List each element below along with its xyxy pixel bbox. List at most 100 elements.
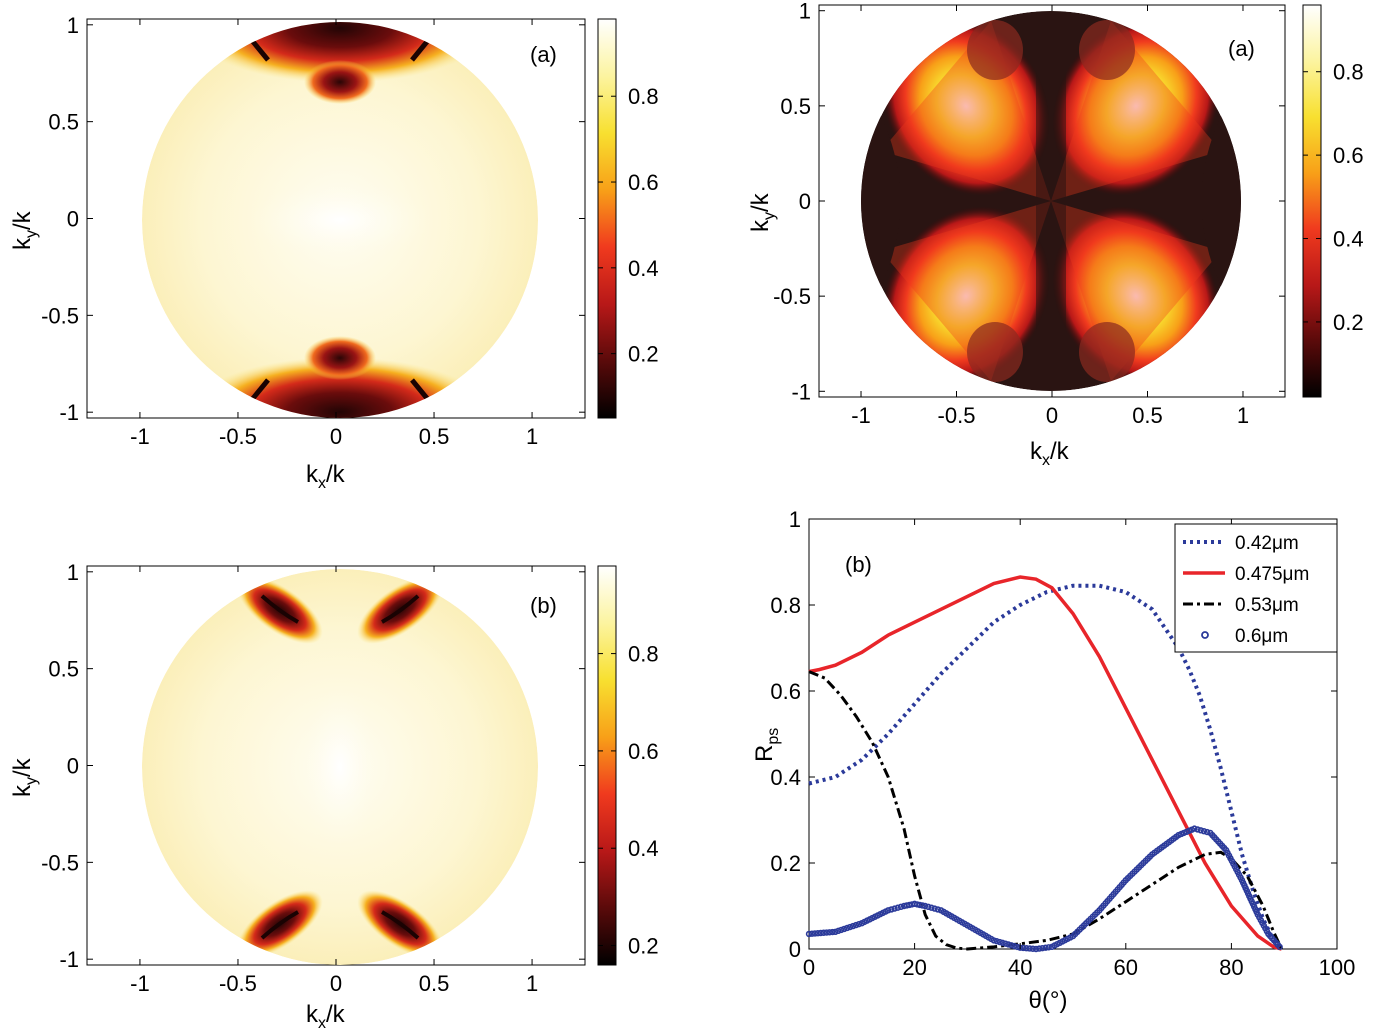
legend-label: 0.475μm <box>1235 564 1309 585</box>
panel-label: (b) <box>845 552 872 577</box>
colorbar-tick-label: 0.8 <box>1333 60 1364 85</box>
heatmap-top-left: -1 -0.5 0 0.5 1 -1 -0.5 0 0.5 1 (a) kx/k ky/k 0.… <box>9 13 659 492</box>
series-point-3 <box>1276 943 1283 951</box>
colorbar-tick-label: 0.2 <box>628 934 659 959</box>
series-point-3 <box>1029 945 1037 952</box>
colorbar-tick-label: 0.6 <box>1333 143 1364 168</box>
series-point-3 <box>1026 945 1033 952</box>
x-axis-label: kx/k <box>1030 438 1070 469</box>
x-ticks: -1 -0.5 0 0.5 1 <box>851 5 1249 428</box>
series-point-3 <box>843 924 851 932</box>
y-tick-label: -0.5 <box>41 850 79 875</box>
y-tick-label: 0.5 <box>780 94 811 119</box>
x-tick-label: 0.5 <box>1132 403 1163 428</box>
x-tick-label: 1 <box>526 971 538 996</box>
series-point-3 <box>823 929 830 936</box>
series-point-3 <box>1032 945 1040 953</box>
y-tick-label: 0 <box>67 754 79 779</box>
series-point-3 <box>884 907 892 914</box>
colorbar-tick-label: 0.2 <box>1333 310 1364 335</box>
lobe-wedge <box>881 21 1051 201</box>
panel-label: (a) <box>530 42 557 67</box>
y-tick-label: 0 <box>799 189 811 214</box>
y-tick-label: -1 <box>791 379 811 404</box>
series-point-3 <box>996 938 1003 946</box>
series-point-3 <box>888 906 895 913</box>
y-tick-label: 1 <box>67 560 79 585</box>
colorbar-tick-label: 0.8 <box>628 642 659 667</box>
x-tick-label: 1 <box>1237 403 1249 428</box>
x-tick-label: 0.5 <box>419 424 450 449</box>
lobe-wedge <box>1051 21 1221 201</box>
y-tick-label: 0.8 <box>770 593 801 618</box>
y-tick-label: 0.5 <box>48 657 79 682</box>
colorbar-tick-label: 0.6 <box>628 739 659 764</box>
colorbar-tick-label: 0.8 <box>628 84 659 109</box>
y-tick-label: 0.6 <box>770 679 801 704</box>
x-axis-label: kx/k <box>306 1001 346 1028</box>
x-tick-label: 80 <box>1219 955 1243 980</box>
x-tick-label: 0 <box>1046 403 1058 428</box>
x-tick-label: 60 <box>1114 955 1138 980</box>
series-point-3 <box>934 906 942 913</box>
series-line-1 <box>808 575 1283 951</box>
series-point-3 <box>925 903 932 911</box>
x-ticks: 0 20 40 60 80 100 <box>803 519 1355 980</box>
series-point-3 <box>852 921 860 929</box>
series-point-3 <box>1191 825 1198 832</box>
x-tick-label: -0.5 <box>219 424 257 449</box>
series-point-3 <box>820 929 827 936</box>
y-ticks: -1 -0.5 0 0.5 1 <box>41 13 585 425</box>
x-tick-label: 20 <box>902 955 926 980</box>
legend-label: 0.53μm <box>1235 595 1299 616</box>
series-point-3 <box>1008 942 1015 949</box>
y-tick-label: -0.5 <box>773 284 811 309</box>
y-axis-label: ky/k <box>747 192 778 232</box>
series-point-3 <box>826 929 833 936</box>
x-tick-label: -0.5 <box>938 403 976 428</box>
panel-label: (a) <box>1228 36 1255 61</box>
series-point-3 <box>928 904 935 911</box>
y-ticks: 0 0.2 0.4 0.6 0.8 1 <box>770 507 1337 962</box>
series-point-3 <box>811 930 819 937</box>
series-point-3 <box>1194 826 1201 833</box>
series-point-3 <box>849 922 857 930</box>
series-point-3 <box>894 904 901 911</box>
heatmap-field <box>142 22 538 418</box>
series-point-3 <box>838 926 845 934</box>
series-point-3 <box>993 938 1000 945</box>
x-tick-label: -1 <box>130 971 150 996</box>
series-point-3 <box>808 930 816 937</box>
x-tick-label: 40 <box>1008 955 1032 980</box>
series-point-3 <box>1197 827 1204 834</box>
series-point-3 <box>931 905 938 912</box>
series-point-3 <box>805 930 813 938</box>
legend-swatch <box>1201 631 1209 639</box>
y-ticks: -1 -0.5 0 0.5 1 <box>773 0 1285 404</box>
x-tick-label: 0.5 <box>419 971 450 996</box>
series-point-3 <box>1002 940 1009 947</box>
x-ticks: -1 -0.5 0 0.5 1 <box>130 19 538 449</box>
series-point-3 <box>1036 945 1043 952</box>
colorbar: 0.2 0.4 0.6 0.8 <box>597 565 659 966</box>
series-point-3 <box>1200 827 1208 835</box>
colorbar-tick-label: 0.2 <box>628 342 659 367</box>
y-tick-label: 0.5 <box>48 110 79 135</box>
legend-box <box>1174 523 1338 653</box>
y-tick-label: 1 <box>789 507 801 532</box>
y-tick-label: -1 <box>59 400 79 425</box>
y-tick-label: 0 <box>789 937 801 962</box>
colorbar: 0.2 0.4 0.6 0.8 <box>597 18 659 419</box>
heatmap-top-right: -1 -0.5 0 0.5 1 -1 -0.5 0 0.5 1 (a) kx/k ky/k 0.… <box>747 0 1364 469</box>
legend-label: 0.42μm <box>1235 533 1299 554</box>
colorbar-scale <box>597 18 617 419</box>
x-tick-label: 0 <box>803 955 815 980</box>
heatmap-field <box>861 11 1241 391</box>
colorbar-tick-label: 0.4 <box>628 256 659 281</box>
series-point-3 <box>1045 944 1052 951</box>
colorbar: 0.2 0.4 0.6 0.8 <box>1302 4 1364 398</box>
legend-label: 0.6μm <box>1235 626 1288 647</box>
legend: 0.42μm 0.475μm 0.53μm 0.6μm <box>1174 523 1338 653</box>
heatmap-field <box>142 569 538 965</box>
y-tick-label: 0.2 <box>770 851 801 876</box>
